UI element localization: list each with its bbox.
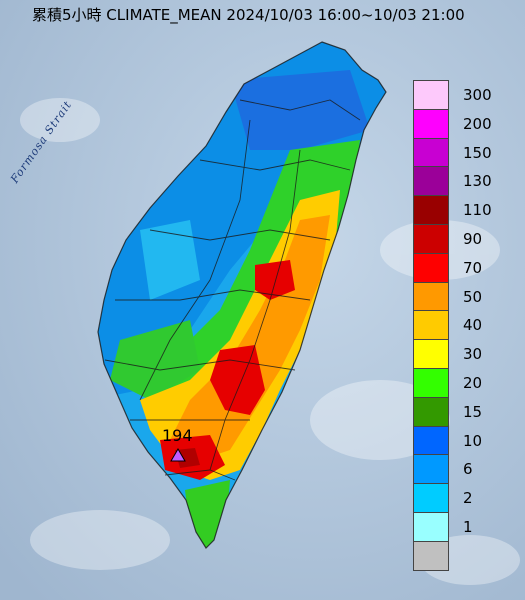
map-title: 累積5小時 CLIMATE_MEAN 2024/10/03 16:00~10/0… [32, 6, 465, 24]
legend-swatch [413, 310, 449, 341]
legend-swatch [413, 108, 449, 139]
legend-label: 30 [463, 345, 483, 364]
legend-swatch [413, 166, 449, 197]
legend-label: 150 [463, 143, 492, 162]
legend-swatch [413, 339, 449, 370]
legend-label: 20 [463, 374, 483, 392]
legend-swatch [413, 454, 449, 485]
legend-label: 6 [463, 460, 473, 479]
legend-label: 10 [463, 431, 483, 450]
legend-swatch [413, 252, 449, 283]
legend-swatch [413, 512, 449, 542]
legend-swatch [413, 137, 449, 168]
legend-label: 200 [463, 114, 492, 133]
legend-swatch [413, 396, 449, 427]
legend-swatch [413, 483, 449, 514]
legend-label: 40 [463, 316, 483, 335]
legend-swatch [413, 368, 449, 398]
legend-swatch [413, 425, 449, 456]
legend-swatch [413, 195, 449, 226]
legend-swatch [413, 80, 449, 110]
legend-label: 2 [463, 489, 473, 508]
admin-boundaries [97, 41, 387, 549]
legend-label: 110 [463, 201, 492, 220]
legend-label: 130 [463, 172, 492, 191]
color-legend: 300 200 150 130 110 90 70 50 40 30 20 15 10 6 2 1 [413, 80, 523, 571]
legend-swatch [413, 224, 449, 254]
legend-label: 90 [463, 230, 483, 248]
peak-value-label: 194 [162, 426, 193, 445]
peak-triangle [170, 448, 186, 462]
legend-swatch [413, 540, 449, 571]
peak-triangle-icon [170, 448, 186, 462]
legend-swatch [413, 281, 449, 312]
legend-label: 50 [463, 287, 483, 306]
legend-label: 300 [463, 86, 492, 104]
legend-label: 15 [463, 402, 483, 421]
legend-label: 70 [463, 258, 483, 277]
legend-label: 1 [463, 518, 473, 536]
